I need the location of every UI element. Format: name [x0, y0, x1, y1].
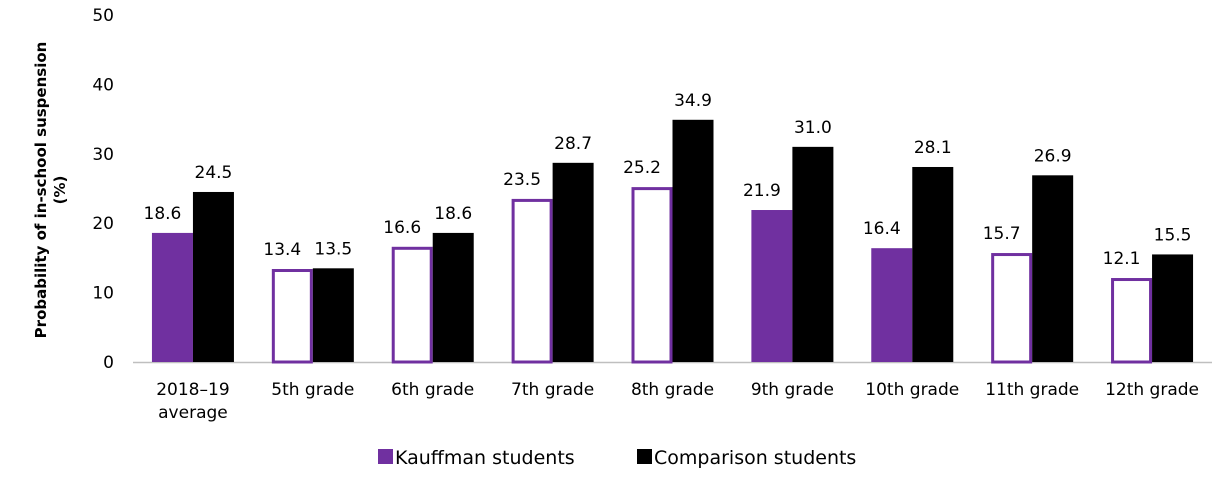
y-axis-title-line: (%) [51, 176, 69, 205]
legend: Kauffman students Comparison students [378, 447, 856, 469]
data-label-kauffman: 21.9 [743, 181, 781, 201]
data-label-comparison: 15.5 [1154, 225, 1192, 245]
y-tick-label: 20 [92, 214, 114, 234]
x-tick-label-line: 9th grade [751, 380, 834, 400]
x-tick-label: 10th grade [865, 380, 959, 400]
x-tick-label-line: 6th grade [391, 380, 474, 400]
bar-comparison [432, 232, 474, 362]
bar-kauffman [511, 198, 553, 364]
x-tick-label: 5th grade [271, 380, 354, 400]
bar-kauffman [151, 232, 193, 362]
x-tick-label: 11th grade [985, 380, 1079, 400]
data-labels: 18.6 24.5 13.4 13.5 16.6 18.6 23.5 28.7 25.2 34.9… [144, 91, 1192, 269]
x-axis-ticks: 2018–19 average 5th grade 6th grade 7th grad… [156, 380, 1199, 423]
y-tick-label: 0 [103, 353, 114, 373]
data-label-kauffman: 12.1 [1103, 249, 1141, 269]
y-axis-title-line: Probability of in-school suspension [32, 42, 50, 339]
y-tick-label: 10 [92, 284, 114, 304]
bar-comparison [312, 268, 354, 362]
bar-comparison [912, 166, 954, 362]
bar-comparison [552, 162, 594, 362]
data-label-comparison: 28.1 [914, 138, 952, 158]
x-tick-label-line: 11th grade [985, 380, 1079, 400]
x-tick-label: 9th grade [751, 380, 834, 400]
y-axis-title: Probability of in-school suspension(%) [32, 42, 69, 339]
legend-swatch-comparison [637, 449, 652, 464]
x-tick-label: 6th grade [391, 380, 474, 400]
data-label-comparison: 26.9 [1034, 146, 1072, 166]
bar-kauffman [271, 269, 313, 364]
data-label-kauffman: 13.4 [263, 240, 301, 260]
x-tick-label-line: 7th grade [511, 380, 594, 400]
x-tick-label: 7th grade [511, 380, 594, 400]
x-tick-label: 12th grade [1105, 380, 1199, 400]
x-tick-label-line: 2018–19 [156, 380, 229, 400]
data-label-kauffman: 15.7 [983, 224, 1021, 244]
bars [151, 119, 1194, 364]
bar-comparison [1152, 254, 1194, 362]
data-label-comparison: 13.5 [314, 239, 352, 259]
data-label-kauffman: 16.6 [383, 218, 421, 238]
x-tick-label-line: 8th grade [631, 380, 714, 400]
data-label-comparison: 28.7 [554, 134, 592, 154]
x-tick-label-line: 12th grade [1105, 380, 1199, 400]
y-axis-ticks: 0 10 20 30 40 50 [92, 6, 114, 373]
x-tick-label-line: 5th grade [271, 380, 354, 400]
bar-kauffman [991, 253, 1033, 364]
data-label-kauffman: 25.2 [623, 158, 661, 178]
data-label-comparison: 34.9 [674, 91, 712, 111]
legend-swatch-kauffman [378, 449, 393, 464]
y-tick-label: 50 [92, 6, 114, 26]
data-label-comparison: 31.0 [794, 118, 832, 138]
x-tick-label-line: average [158, 403, 228, 423]
bar-kauffman [871, 248, 913, 362]
y-tick-label: 40 [92, 75, 114, 95]
data-label-kauffman: 23.5 [503, 170, 541, 190]
x-tick-label-line: 10th grade [865, 380, 959, 400]
bar-comparison [1032, 175, 1074, 362]
bar-comparison [792, 146, 834, 362]
bar-kauffman [1111, 278, 1153, 364]
y-tick-label: 30 [92, 145, 114, 165]
data-label-comparison: 24.5 [195, 163, 233, 183]
legend-label-kauffman: Kauffman students [395, 447, 575, 469]
data-label-kauffman: 18.6 [144, 204, 182, 224]
data-label-kauffman: 16.4 [863, 219, 901, 239]
legend-label-comparison: Comparison students [654, 447, 856, 469]
data-label-comparison: 18.6 [434, 204, 472, 224]
y-axis-title-text: Probability of in-school suspension(%) [32, 42, 69, 339]
x-tick-label: 2018–19 average [156, 380, 229, 423]
x-tick-label: 8th grade [631, 380, 714, 400]
bar-kauffman [391, 246, 433, 364]
bar-comparison [192, 191, 234, 362]
bar-comparison [672, 119, 714, 362]
bar-kauffman [631, 187, 673, 364]
bar-kauffman [751, 210, 793, 362]
